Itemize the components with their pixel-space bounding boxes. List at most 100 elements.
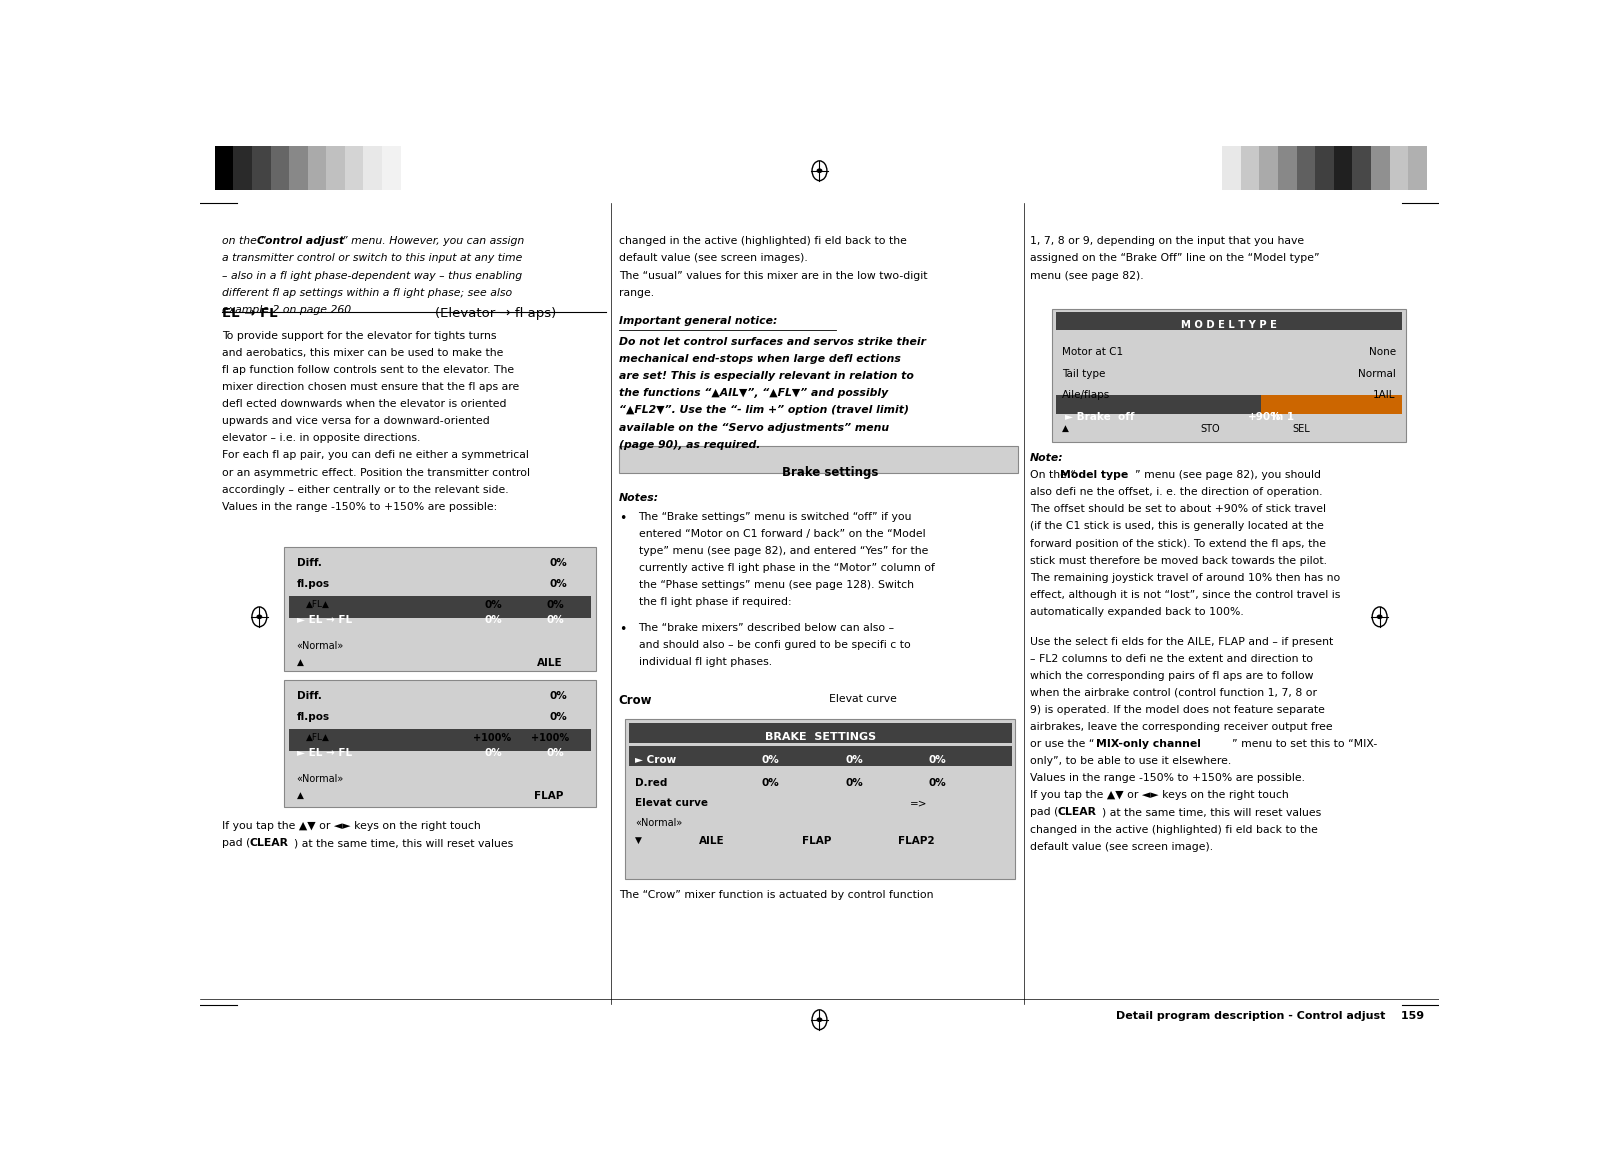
Text: 0%: 0% — [550, 558, 568, 569]
Text: 9) is operated. If the model does not feature separate: 9) is operated. If the model does not fe… — [1030, 705, 1326, 715]
Circle shape — [817, 1018, 822, 1021]
Text: ▲: ▲ — [296, 659, 304, 667]
Text: 0%: 0% — [846, 778, 863, 787]
Bar — [270, 146, 289, 189]
Text: the functions “▲AIL▼”, “▲FL▼” and possibly: the functions “▲AIL▼”, “▲FL▼” and possib… — [619, 389, 887, 398]
Text: are set! This is especially relevant in relation to: are set! This is especially relevant in … — [619, 371, 913, 381]
Text: Aile/flaps: Aile/flaps — [1062, 390, 1111, 401]
Bar — [1057, 395, 1262, 415]
Text: the fl ight phase if required:: the fl ight phase if required: — [638, 597, 792, 607]
Text: 0%: 0% — [550, 712, 568, 722]
Text: pad (: pad ( — [1030, 807, 1059, 818]
Text: Brake settings: Brake settings — [782, 466, 879, 479]
Text: the “Phase settings” menu (see page 128). Switch: the “Phase settings” menu (see page 128)… — [638, 580, 913, 590]
Text: Diff.: Diff. — [296, 558, 321, 569]
Text: If you tap the ▲▼ or ◄► keys on the right touch: If you tap the ▲▼ or ◄► keys on the righ… — [1030, 791, 1289, 800]
Text: None: None — [1369, 347, 1396, 357]
Bar — [382, 146, 401, 189]
Text: example 2 on page 260.: example 2 on page 260. — [222, 305, 355, 314]
Text: The remaining joystick travel of around 10% then has no: The remaining joystick travel of around … — [1030, 572, 1340, 583]
Text: FLAP2: FLAP2 — [897, 836, 934, 847]
Bar — [1334, 146, 1353, 189]
Text: available on the “Servo adjustments” menu: available on the “Servo adjustments” men… — [619, 423, 889, 432]
Bar — [1353, 146, 1370, 189]
Text: To provide support for the elevator for tights turns: To provide support for the elevator for … — [222, 331, 497, 341]
Text: forward position of the stick). To extend the fl aps, the: forward position of the stick). To exten… — [1030, 538, 1326, 549]
Text: Crow: Crow — [619, 694, 652, 707]
Text: (Elevator → fl aps): (Elevator → fl aps) — [435, 306, 556, 320]
Text: Tail type: Tail type — [1062, 369, 1107, 378]
Text: default value (see screen images).: default value (see screen images). — [619, 253, 807, 264]
Text: Normal: Normal — [1358, 369, 1396, 378]
Text: stick must therefore be moved back towards the pilot.: stick must therefore be moved back towar… — [1030, 556, 1327, 565]
Text: «Normal»: «Normal» — [296, 774, 344, 784]
Bar — [1390, 146, 1409, 189]
Text: SEL: SEL — [1292, 424, 1310, 434]
Text: Model type: Model type — [1060, 471, 1129, 480]
Text: M O D E L T Y P E: M O D E L T Y P E — [1182, 320, 1278, 331]
Text: For each fl ap pair, you can defi ne either a symmetrical: For each fl ap pair, you can defi ne eit… — [222, 451, 529, 460]
Bar — [1262, 395, 1402, 415]
Text: In 1: In 1 — [1273, 412, 1294, 422]
Text: – also in a fl ight phase-dependent way – thus enabling: – also in a fl ight phase-dependent way … — [222, 271, 523, 280]
Text: or use the “: or use the “ — [1030, 739, 1095, 749]
Text: CLEAR: CLEAR — [1057, 807, 1097, 818]
Bar — [289, 729, 592, 751]
Circle shape — [1377, 616, 1382, 618]
Text: when the airbrake control (control function 1, 7, 8 or: when the airbrake control (control funct… — [1030, 688, 1318, 697]
Text: changed in the active (highlighted) fi eld back to the: changed in the active (highlighted) fi e… — [619, 236, 907, 246]
Text: The “Crow” mixer function is actuated by control function: The “Crow” mixer function is actuated by… — [619, 890, 934, 901]
Text: Motor at C1: Motor at C1 — [1062, 347, 1124, 357]
Bar — [253, 146, 270, 189]
Bar — [326, 146, 345, 189]
Text: CLEAR: CLEAR — [249, 839, 288, 848]
Text: •: • — [619, 623, 627, 637]
Text: 0%: 0% — [484, 616, 502, 625]
Text: menu (see page 82).: menu (see page 82). — [1030, 271, 1143, 280]
Bar — [345, 146, 363, 189]
Text: individual fl ight phases.: individual fl ight phases. — [638, 658, 772, 667]
Text: accordingly – either centrally or to the relevant side.: accordingly – either centrally or to the… — [222, 485, 508, 494]
Text: range.: range. — [619, 287, 654, 298]
Bar — [1278, 146, 1297, 189]
Text: currently active fl ight phase in the “Motor” column of: currently active fl ight phase in the “M… — [638, 563, 934, 572]
Text: on the “: on the “ — [222, 236, 265, 246]
Text: or an asymmetric effect. Position the transmitter control: or an asymmetric effect. Position the tr… — [222, 467, 531, 478]
Text: changed in the active (highlighted) fi eld back to the: changed in the active (highlighted) fi e… — [1030, 825, 1318, 835]
Text: BRAKE  SETTINGS: BRAKE SETTINGS — [764, 732, 876, 742]
Text: AILE: AILE — [537, 659, 563, 668]
Text: 1, 7, 8 or 9, depending on the input that you have: 1, 7, 8 or 9, depending on the input tha… — [1030, 236, 1305, 246]
Text: D.red: D.red — [635, 778, 667, 787]
Text: +90%: +90% — [1249, 412, 1282, 422]
Circle shape — [257, 616, 262, 618]
Bar — [1297, 146, 1316, 189]
Text: and should also – be confi gured to be specifi c to: and should also – be confi gured to be s… — [638, 640, 910, 651]
Text: The “brake mixers” described below can also –: The “brake mixers” described below can a… — [638, 623, 895, 633]
Text: 0%: 0% — [761, 756, 779, 765]
Text: “▲FL2▼”. Use the “- lim +” option (travel limit): “▲FL2▼”. Use the “- lim +” option (trave… — [619, 405, 908, 416]
Text: 0%: 0% — [929, 778, 947, 787]
Text: The “usual” values for this mixer are in the low two-digit: The “usual” values for this mixer are in… — [619, 271, 927, 280]
Text: fl.pos: fl.pos — [296, 579, 329, 589]
Text: •: • — [619, 512, 627, 524]
Text: ► EL → FL: ► EL → FL — [296, 749, 352, 758]
Text: +100%: +100% — [531, 732, 569, 743]
Text: ▼: ▼ — [635, 836, 641, 846]
Bar — [289, 146, 307, 189]
Text: Use the select fi elds for the AILE, FLAP and – if present: Use the select fi elds for the AILE, FLA… — [1030, 637, 1334, 647]
Text: Detail program description - Control adjust    159: Detail program description - Control adj… — [1116, 1010, 1425, 1021]
Text: ) at the same time, this will reset values: ) at the same time, this will reset valu… — [1102, 807, 1321, 818]
Text: 0%: 0% — [761, 778, 779, 787]
Text: mixer direction chosen must ensure that the fl aps are: mixer direction chosen must ensure that … — [222, 382, 520, 392]
Bar — [214, 146, 233, 189]
Bar — [619, 446, 1019, 473]
Text: entered “Motor on C1 forward / back” on the “Model: entered “Motor on C1 forward / back” on … — [638, 529, 926, 538]
Bar — [1409, 146, 1426, 189]
Text: The “Brake settings” menu is switched “off” if you: The “Brake settings” menu is switched “o… — [638, 512, 911, 522]
Text: ► Crow: ► Crow — [635, 756, 676, 765]
Text: 0%: 0% — [547, 749, 564, 758]
Bar — [1057, 312, 1402, 329]
Text: ” menu. However, you can assign: ” menu. However, you can assign — [342, 236, 524, 246]
Bar — [1260, 146, 1278, 189]
Text: defl ected downwards when the elevator is oriented: defl ected downwards when the elevator i… — [222, 399, 507, 409]
